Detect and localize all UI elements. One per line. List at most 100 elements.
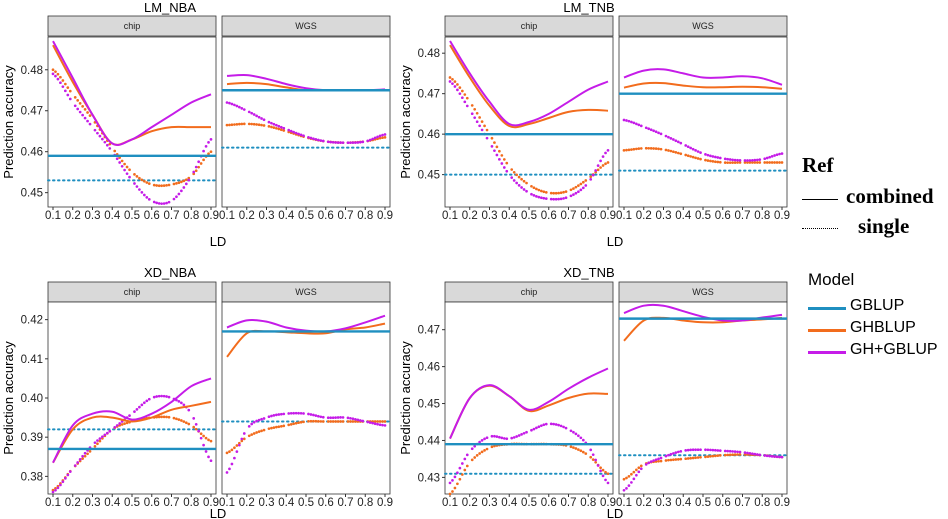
dot [51, 72, 55, 76]
dot [262, 124, 266, 127]
dot [252, 113, 256, 116]
dot [125, 421, 129, 425]
panel-title: XD_NBA [144, 265, 196, 280]
dot [627, 484, 631, 487]
x-tick-label: 0.2 [239, 210, 255, 222]
ghblup-combined-series [623, 81, 783, 90]
gh-gblup-single-series [448, 80, 610, 201]
dot [726, 453, 730, 457]
dot [649, 147, 653, 150]
dot [282, 129, 286, 132]
dot [73, 464, 77, 467]
x-tick-label: 0.2 [239, 497, 255, 509]
dot [778, 455, 781, 459]
dot [758, 158, 762, 161]
x-tick-label: 0.3 [259, 210, 275, 222]
dot [460, 473, 464, 476]
dot [262, 417, 266, 420]
x-tick-label: 0.5 [521, 497, 537, 509]
dot [152, 183, 156, 187]
dot [54, 74, 57, 78]
dot [312, 419, 315, 423]
dot [240, 107, 244, 110]
dot [358, 140, 362, 144]
dot [574, 185, 578, 189]
x-tick-label: 0.4 [104, 497, 121, 509]
dot [748, 159, 752, 162]
dot [199, 162, 203, 165]
dot [458, 92, 462, 96]
x-tick-label: 0.3 [482, 210, 498, 222]
dot [647, 146, 651, 150]
dot [500, 162, 504, 165]
dot [209, 439, 213, 443]
dot [711, 454, 715, 458]
dot [672, 138, 675, 141]
dot [235, 444, 239, 447]
x-tick-label: 0.8 [183, 497, 199, 509]
dot [704, 448, 707, 452]
dot [490, 145, 494, 148]
dot [574, 432, 578, 436]
dot [235, 450, 239, 453]
dot [723, 157, 727, 161]
dot [723, 449, 727, 453]
dot [500, 154, 504, 157]
plot-area [444, 301, 614, 495]
dot [289, 129, 293, 133]
dot [596, 168, 600, 172]
dot [115, 424, 119, 427]
dot [255, 431, 258, 434]
dot [56, 77, 60, 81]
dot [175, 417, 178, 421]
dot [297, 421, 300, 425]
dot [225, 101, 229, 104]
dot [376, 420, 379, 423]
dot [664, 459, 668, 462]
dot [376, 137, 379, 141]
dot [475, 111, 479, 115]
dot [165, 415, 168, 419]
dot [247, 434, 251, 438]
x-tick-label: 0.7 [735, 497, 751, 509]
dot [182, 420, 186, 423]
panel-lm-tnb: LM_TNB Prediction accuracy LD 0.45 0.46 0.47 0… [398, 0, 790, 249]
facet-strip-label: WGS [692, 21, 714, 31]
dot [672, 150, 675, 154]
dot [473, 116, 477, 120]
dot [733, 161, 737, 164]
dot [559, 191, 563, 195]
dot [753, 161, 757, 164]
dot [649, 460, 653, 463]
dot [637, 123, 641, 127]
dot [480, 128, 484, 132]
dot [559, 424, 563, 428]
dot [233, 103, 236, 107]
dot [118, 424, 122, 427]
dot [316, 419, 320, 423]
dot [726, 449, 730, 453]
dot [736, 450, 739, 454]
dot [569, 445, 573, 449]
dot [277, 127, 281, 131]
dot [537, 425, 541, 429]
dot [289, 411, 293, 415]
facet-strip-label: chip [124, 287, 141, 297]
dot [733, 450, 737, 453]
dot [465, 453, 469, 457]
dot [326, 416, 330, 420]
dot [572, 193, 575, 196]
dot [260, 123, 263, 127]
dot [383, 424, 387, 427]
dot [599, 159, 602, 163]
dot [530, 184, 533, 188]
dot [105, 143, 109, 147]
dot [180, 189, 183, 193]
dot [765, 161, 769, 164]
dot [704, 153, 707, 156]
ref-legend-combined-label: combined [846, 184, 934, 208]
dot [748, 161, 752, 164]
dot [542, 423, 546, 427]
y-tick-label: 0.47 [418, 89, 440, 101]
x-tick-label: 0.3 [259, 497, 275, 509]
